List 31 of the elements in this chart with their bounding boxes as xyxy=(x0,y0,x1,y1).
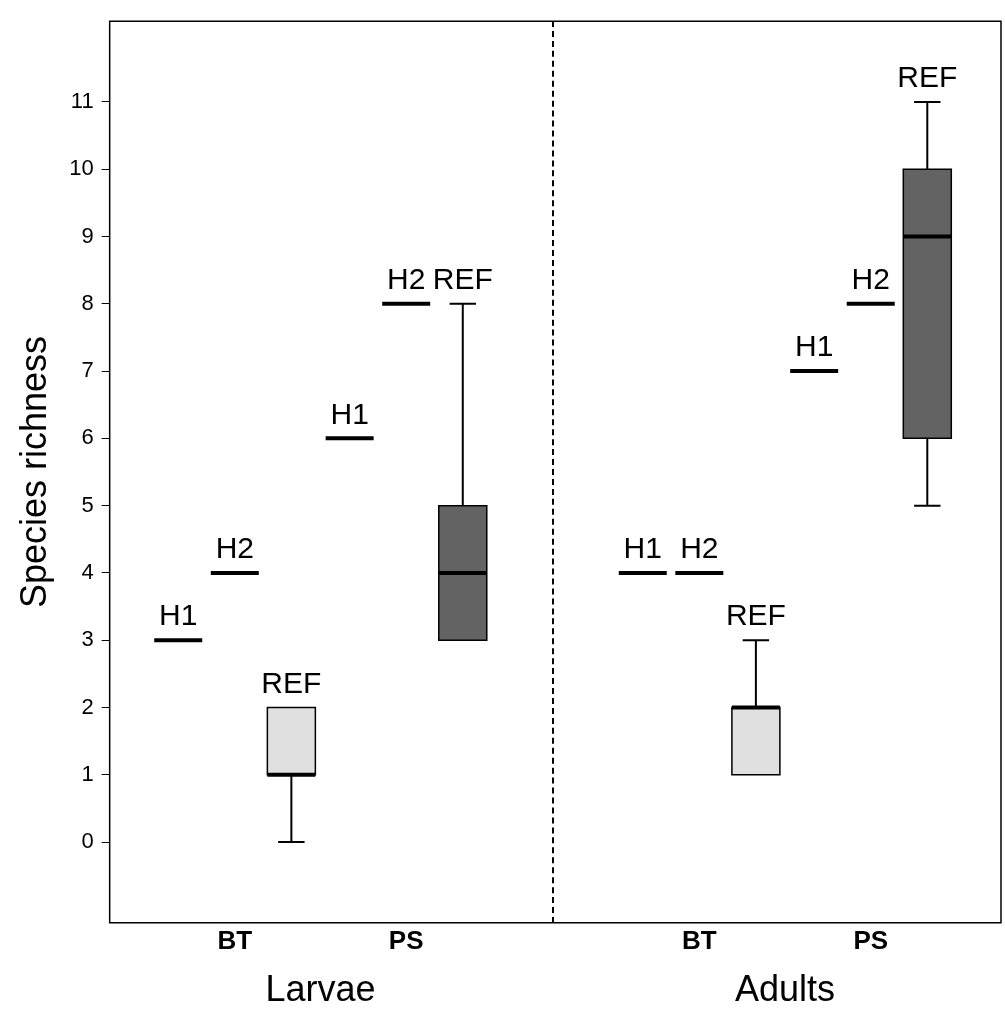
text: REF xyxy=(897,60,958,94)
text: H1 xyxy=(794,329,834,363)
text: Adults xyxy=(734,967,836,1009)
y-axis-title: Species richness xyxy=(12,335,54,609)
text: REF xyxy=(725,598,786,632)
text: H2 xyxy=(851,262,890,296)
series-label: REF xyxy=(261,665,322,699)
series-label: H2 xyxy=(215,531,254,565)
x-tick-label: PS xyxy=(388,924,424,955)
y-tick-label: 3 xyxy=(81,626,94,652)
text: H2 xyxy=(387,262,426,296)
text: Larvae xyxy=(265,967,376,1009)
y-tick-label: 7 xyxy=(81,357,94,383)
text: H1 xyxy=(159,598,198,632)
text: H2 xyxy=(680,531,719,565)
text: REF xyxy=(432,262,493,296)
y-tick-label: 5 xyxy=(81,491,94,517)
y-tick-label: 9 xyxy=(81,222,94,248)
y-tick-label: 10 xyxy=(69,155,94,181)
text: H1 xyxy=(330,396,369,430)
y-tick-label: 4 xyxy=(81,558,94,584)
x-tick-label: BT xyxy=(681,924,717,955)
y-tick-label: 2 xyxy=(81,693,94,719)
y-tick-label: 0 xyxy=(81,828,94,854)
y-tick-label: 11 xyxy=(70,88,94,113)
series-label: H1 xyxy=(623,531,662,565)
x-tick-label: BT xyxy=(217,924,253,955)
y-tick-label: 1 xyxy=(81,760,94,786)
y-tick-label: 8 xyxy=(81,289,94,315)
y-tick-label: 6 xyxy=(81,424,94,450)
x-tick-label: PS xyxy=(853,924,889,955)
